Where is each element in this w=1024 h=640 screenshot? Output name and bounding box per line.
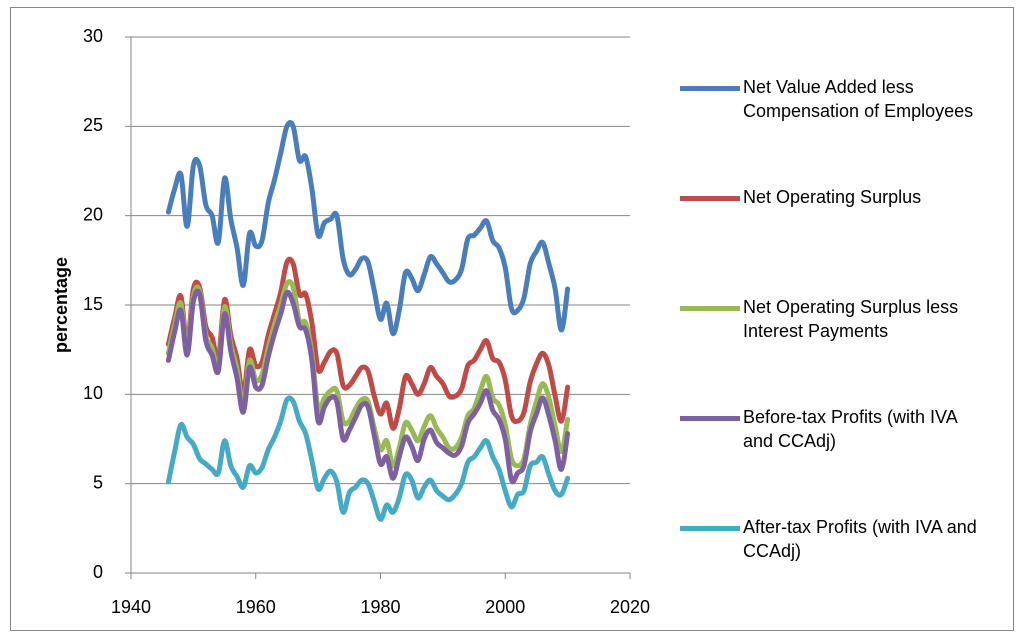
series-line [165,395,571,522]
series-line [165,288,571,485]
legend-label: Net Value Added less Compensation of Emp… [743,77,974,121]
x-tick-label: 1940 [111,597,151,617]
legend-swatch [680,526,740,531]
y-tick-label: 15 [83,294,103,314]
series-line [165,256,571,431]
y-tick-label: 10 [83,383,103,403]
legend-swatch [680,196,740,201]
y-tick-label: 25 [83,115,103,135]
legend-entry: After-tax Profits (with IVA and CCAdj) [680,515,980,625]
legend-swatch [680,416,740,421]
legend: Net Value Added less Compensation of Emp… [680,75,980,625]
legend-entry: Net Operating Surplus [680,185,980,295]
legend-entry: Before-tax Profits (with IVA and CCAdj) [680,405,980,515]
x-tick-label: 2020 [610,597,650,617]
y-tick-label: 20 [83,204,103,224]
series-line [165,120,571,337]
y-tick-label: 30 [83,26,103,46]
x-tick-label: 1960 [236,597,276,617]
x-tick-label: 2000 [485,597,525,617]
legend-entry: Net Operating Surplus less Interest Paym… [680,295,980,405]
legend-swatch [680,86,740,91]
legend-entry: Net Value Added less Compensation of Emp… [680,75,980,185]
legend-label: Net Operating Surplus [743,187,922,207]
y-axis-title: percentage [51,257,71,353]
legend-label: Before-tax Profits (with IVA and CCAdj) [743,407,957,451]
legend-label: After-tax Profits (with IVA and CCAdj) [743,517,977,561]
y-tick-label: 5 [93,472,103,492]
legend-swatch [680,306,740,311]
legend-label: Net Operating Surplus less Interest Paym… [743,297,959,341]
y-tick-label: 0 [93,562,103,582]
x-tick-label: 1980 [360,597,400,617]
chart-border [10,7,1014,631]
